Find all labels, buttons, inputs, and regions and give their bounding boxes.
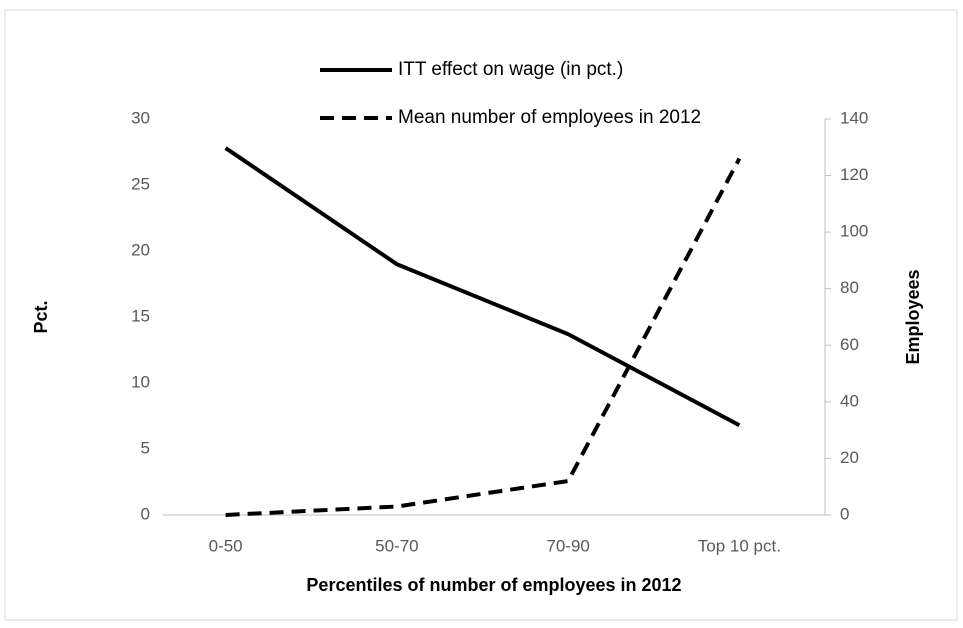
x-tick-label: 50-70 xyxy=(375,536,418,555)
legend-label: Mean number of employees in 2012 xyxy=(398,107,701,128)
y2-tick-label: 140 xyxy=(840,108,868,127)
y-tick-label: 25 xyxy=(131,174,150,193)
x-tick-label: Top 10 pct. xyxy=(698,536,781,555)
y-axis-title: Pct. xyxy=(31,300,51,333)
y-tick-label: 30 xyxy=(131,108,150,127)
y-tick-label: 15 xyxy=(131,306,150,325)
y2-tick-label: 100 xyxy=(840,222,868,241)
y2-tick-label: 20 xyxy=(840,448,859,467)
y2-tick-label: 40 xyxy=(840,391,859,410)
x-tick-label: 0-50 xyxy=(209,536,243,555)
y2-tick-label: 80 xyxy=(840,278,859,297)
y2-axis-title: Employees xyxy=(903,269,923,364)
y2-tick-label: 60 xyxy=(840,335,859,354)
y-tick-label: 20 xyxy=(131,240,150,259)
x-axis-title: Percentiles of number of employees in 20… xyxy=(306,575,681,595)
line-series xyxy=(224,146,741,428)
y-tick-label: 5 xyxy=(141,438,150,457)
legend-label: ITT effect on wage (in pct.) xyxy=(398,59,623,80)
chart-border xyxy=(4,9,958,621)
y-tick-label: 0 xyxy=(141,504,150,523)
y2-tick-label: 0 xyxy=(840,504,849,523)
y2-tick-label: 120 xyxy=(840,165,868,184)
x-tick-label: 70-90 xyxy=(546,536,589,555)
y-tick-label: 10 xyxy=(131,372,150,391)
